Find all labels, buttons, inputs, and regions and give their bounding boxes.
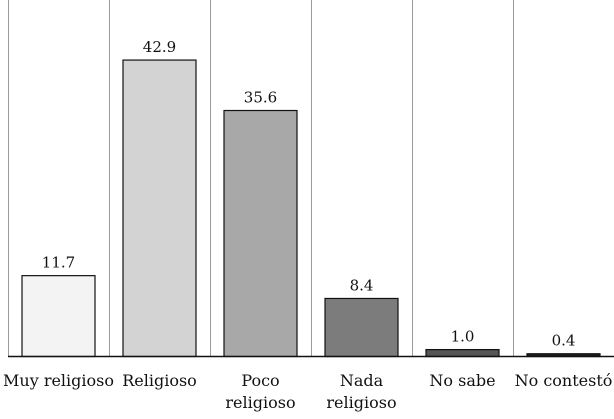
tick-label-line: Nada (340, 371, 384, 390)
tick-label: No contestó (515, 371, 613, 390)
tick-label-line: religioso (326, 393, 396, 412)
bars (21, 59, 601, 358)
data-label: 35.6 (244, 89, 277, 107)
data-label: 0.4 (552, 332, 576, 350)
tick-label: Nada religioso (326, 371, 396, 412)
tick-label: Muy religioso (3, 371, 114, 390)
data-label: 42.9 (143, 38, 176, 56)
data-label: 8.4 (350, 276, 374, 294)
tick-label: Religioso (122, 371, 197, 390)
data-label: 1.0 (451, 328, 475, 346)
tick-label-line: religioso (225, 393, 295, 412)
tick-label-line: Religioso (122, 371, 197, 390)
tick-label-line: No contestó (515, 371, 613, 390)
data-label: 11.7 (42, 254, 75, 272)
bar (324, 297, 399, 358)
tick-label: No sabe (429, 371, 495, 390)
bar (425, 348, 500, 358)
tick-label-line: Poco (241, 371, 279, 390)
bar (122, 59, 197, 358)
x-tick-labels: Muy religioso Religioso Poco religioso Nada r… (3, 371, 612, 412)
data-labels: 11.7 42.9 35.6 8.4 1.0 0.4 (42, 38, 576, 350)
tick-label-line: No sabe (429, 371, 495, 390)
bar (223, 109, 298, 358)
tick-label-line: Muy religioso (3, 371, 114, 390)
grid-lines (8, 0, 514, 357)
bar (21, 275, 96, 358)
tick-label: Poco religioso (225, 371, 295, 412)
